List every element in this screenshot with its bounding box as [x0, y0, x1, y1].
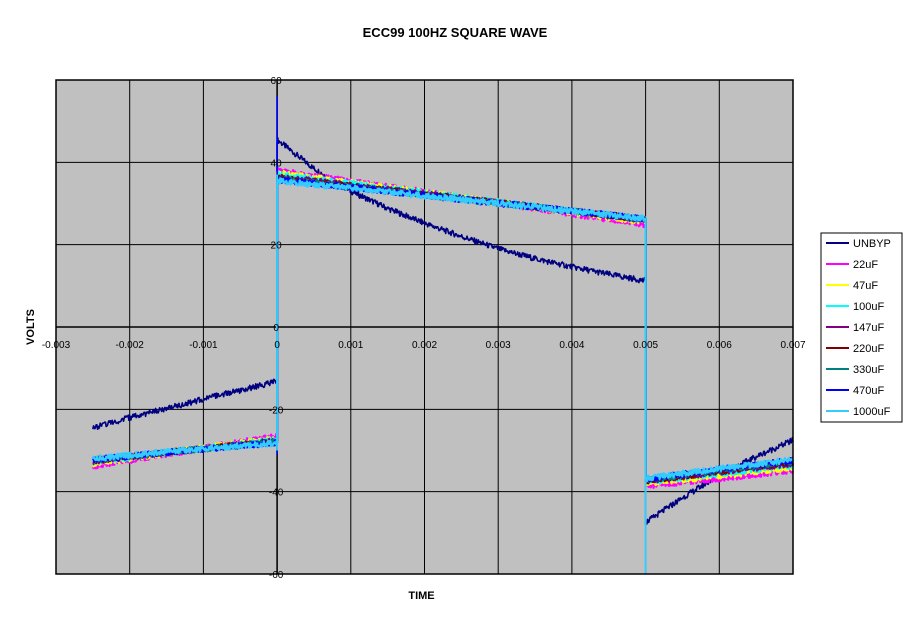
chart-title: ECC99 100HZ SQUARE WAVE [363, 25, 548, 40]
y-tick-label: -20 [269, 405, 284, 416]
y-axis-title: VOLTS [25, 309, 37, 345]
legend-label: 147uF [853, 322, 884, 334]
legend-label: 22uF [853, 259, 878, 271]
y-tick-label: 40 [271, 158, 283, 169]
series-1000uf [91, 177, 795, 483]
plot-border [55, 79, 794, 575]
x-tick-label: 0.002 [412, 340, 437, 351]
series-line-1000uf [91, 177, 795, 483]
y-tick-label: 60 [271, 76, 283, 87]
legend-label: 100uF [853, 301, 884, 313]
x-tick-label: 0.004 [559, 340, 584, 351]
x-tick-label: 0 [274, 340, 280, 351]
series-layer [91, 96, 795, 574]
x-tick-label: -0.002 [116, 340, 145, 351]
series-line-unbyp [92, 136, 794, 526]
legend-label: 47uF [853, 280, 878, 292]
tick-labels: -0.003 -0.002 -0.001 0 0.001 0.002 0.003 0.004 0… [42, 76, 806, 581]
legend-label: 470uF [853, 385, 884, 397]
legend: UNBYP 22uF 47uF 100uF 147uF 220uF 330uF 470uF 10… [820, 232, 903, 423]
legend-label: 330uF [853, 364, 884, 376]
y-tick-label: 20 [271, 241, 283, 252]
y-tick-label: -40 [269, 488, 284, 499]
legend-label: UNBYP [853, 238, 891, 250]
series-unbyp [92, 136, 794, 526]
x-tick-label: 0.001 [338, 340, 363, 351]
x-tick-label: -0.001 [189, 340, 218, 351]
legend-label: 220uF [853, 343, 884, 355]
legend-label: 1000uF [853, 406, 891, 418]
x-tick-label: 0.005 [633, 340, 658, 351]
x-tick-label: 0.006 [707, 340, 732, 351]
x-axis-title: TIME [408, 590, 434, 602]
x-tick-label: 0.003 [486, 340, 511, 351]
y-tick-label: -60 [269, 570, 284, 581]
y-tick-label: 0 [273, 323, 279, 334]
